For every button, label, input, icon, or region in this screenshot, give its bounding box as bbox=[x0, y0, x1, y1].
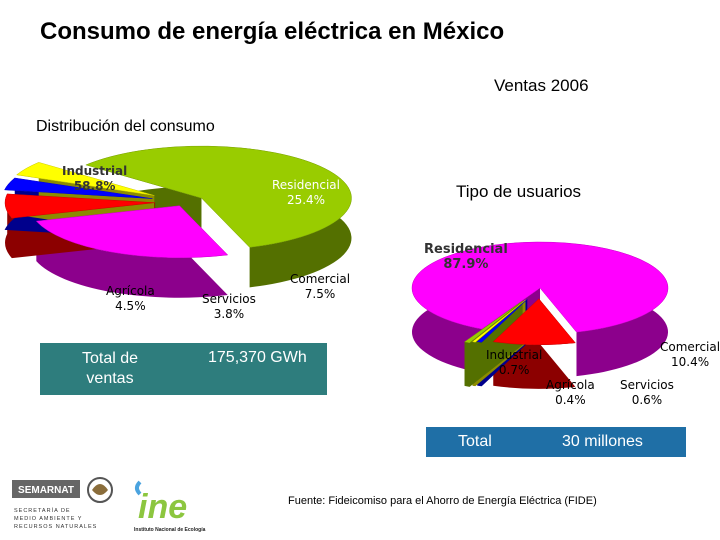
pie2-label-agricola: Agrícola 0.4% bbox=[546, 378, 595, 408]
pie2-category-agricola: Agrícola bbox=[546, 378, 595, 392]
pie2-label-servicios: Servicios 0.6% bbox=[620, 378, 674, 408]
semarnat-logo-text: SEMARNAT bbox=[18, 485, 74, 496]
pie1-category-comercial: Comercial bbox=[290, 272, 351, 286]
pie1-category-servicios: Servicios bbox=[202, 292, 256, 306]
pie1-category-residencial: Residencial bbox=[272, 178, 340, 192]
pie2-slice-industrial bbox=[463, 300, 523, 344]
pie1-value-industrial: 58.8% bbox=[73, 179, 116, 193]
ine-logo-text: ine bbox=[138, 488, 187, 526]
pie2-label-industrial: Industrial 0.7% bbox=[486, 348, 542, 378]
pie2-label-residencial: Residencial 87.9% bbox=[424, 242, 508, 272]
pie1-value-comercial: 7.5% bbox=[304, 287, 336, 301]
pie2-slice-residencial bbox=[411, 241, 669, 333]
page-subtitle: Ventas 2006 bbox=[494, 76, 589, 95]
pie2-slice-side-industrial bbox=[464, 300, 523, 387]
pie1-label-industrial: Industrial 58.8% bbox=[62, 164, 127, 194]
semarnat-line-3: RECURSOS NATURALES bbox=[14, 524, 97, 530]
pie1-label-residencial: Residencial 25.4% bbox=[272, 178, 340, 208]
source-note: Fuente: Fideicomiso para el Ahorro de En… bbox=[288, 495, 597, 507]
pie2-value-agricola: 0.4% bbox=[555, 393, 586, 407]
pie1-label-comercial: Comercial 7.5% bbox=[290, 272, 350, 302]
total-ventas-box: Total de ventas 175,370 GWh bbox=[40, 343, 327, 395]
pie1-slice-industrial bbox=[85, 145, 352, 248]
chart-title-distribucion: Distribución del consumo bbox=[36, 118, 215, 135]
pie1-slice-residencial bbox=[35, 205, 229, 258]
pie1-category-agricola: Agrícola bbox=[106, 284, 155, 298]
semarnat-logo: SEMARNAT SECRETARÍA DE MEDIO AMBIENTE Y … bbox=[12, 477, 113, 530]
pie-chart-distribucion bbox=[4, 145, 352, 298]
pie1-value-residencial: 25.4% bbox=[286, 193, 326, 207]
pie2-category-comercial: Comercial bbox=[660, 340, 720, 354]
pie1-slice-agrícola bbox=[16, 162, 155, 196]
chart-title-usuarios: Tipo de usuarios bbox=[456, 182, 582, 201]
total-usuarios-box: Total 30 millones bbox=[426, 427, 686, 457]
pie1-value-servicios: 3.8% bbox=[213, 307, 245, 321]
pie2-value-servicios: 0.6% bbox=[631, 393, 663, 407]
ine-logo: ine Instituto Nacional de Ecología bbox=[134, 480, 206, 533]
pie2-label-comercial: Comercial 10.4% bbox=[660, 340, 720, 370]
pie-chart-usuarios bbox=[411, 241, 669, 389]
pie2-category-servicios: Servicios bbox=[620, 378, 674, 392]
page-title: Consumo de energía eléctrica en México bbox=[40, 18, 505, 45]
pie2-category-residencial: Residencial bbox=[424, 242, 508, 257]
pie2-value-residencial: 87.9% bbox=[443, 257, 489, 272]
semarnat-line-2: MEDIO AMBIENTE Y bbox=[14, 516, 82, 522]
total-ventas-value: 175,370 GWh bbox=[208, 349, 307, 366]
pie1-label-servicios: Servicios 3.8% bbox=[202, 292, 256, 322]
pie1-value-agricola: 4.5% bbox=[115, 299, 146, 313]
semarnat-line-1: SECRETARÍA DE bbox=[14, 507, 71, 514]
total-usuarios-value: 30 millones bbox=[562, 433, 643, 450]
pie2-value-comercial: 10.4% bbox=[670, 355, 710, 369]
pie2-category-industrial: Industrial bbox=[486, 348, 543, 362]
pie2-value-industrial: 0.7% bbox=[498, 363, 530, 377]
ine-caption: Instituto Nacional de Ecología bbox=[134, 527, 206, 533]
pie2-slice-agrícola bbox=[471, 299, 526, 343]
pie2-slice-servicios bbox=[476, 299, 528, 343]
pie2-slice-comercial bbox=[492, 298, 576, 346]
pie1-label-agricola: Agrícola 4.5% bbox=[106, 284, 155, 314]
total-ventas-label: Total de ventas bbox=[81, 350, 139, 387]
pie1-slice-servicios bbox=[4, 177, 153, 199]
pie1-category-industrial: Industrial bbox=[62, 164, 128, 178]
pie1-slice-comercial bbox=[4, 193, 156, 219]
total-usuarios-label: Total bbox=[458, 433, 492, 450]
